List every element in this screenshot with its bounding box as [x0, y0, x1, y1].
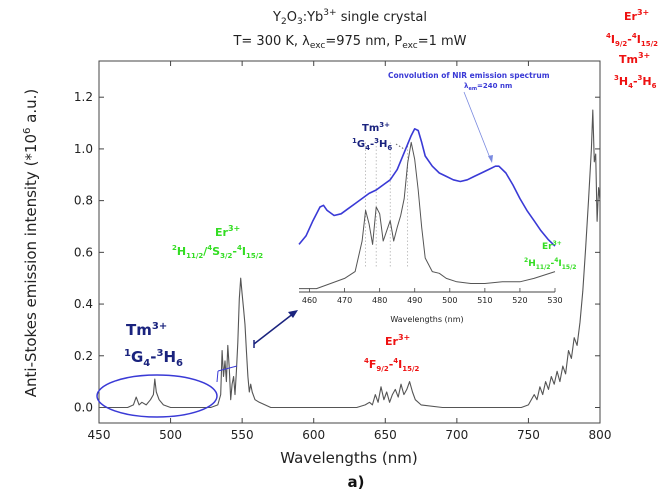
tm-nir-transition-label: 3H4-3H6: [614, 74, 657, 90]
inset-series-group: [298, 128, 556, 290]
y-tick-label: 0.2: [74, 349, 93, 363]
inset-tm-emission-line: [299, 141, 556, 290]
ellipse-connector: [216, 370, 219, 383]
er-nir-ion-label: Er3+: [624, 8, 649, 23]
chart-title-line1: Y2O3:Yb3+ single crystal: [272, 8, 427, 27]
y-tick-label: 0.8: [74, 194, 93, 208]
inset-arrow-head: [288, 310, 298, 318]
x-tick-label: 600: [302, 428, 325, 442]
inset-tm-pointer: [395, 143, 405, 150]
inset-convolution-arrowhead: [488, 155, 493, 163]
panel-label: a): [348, 473, 365, 491]
y-tick-label: 0.0: [74, 400, 93, 414]
inset-x-tick-label: 460: [302, 296, 317, 305]
inset-convolution-sub: λem=240 nm: [464, 82, 512, 92]
axis-ticks: 450 500 550 600 650 700 750 800 0.0 0.2 0.4 0.6 0.8 1…: [74, 61, 612, 442]
y-tick-label: 0.6: [74, 245, 93, 259]
er-nir-transition-label: 4I9/2-4I15/2: [606, 32, 658, 48]
inset-tm-transition: 1G4-3H6: [352, 137, 392, 152]
er-green-transition-label: 2H11/2/4S3/2-4I15/2: [172, 244, 263, 260]
y-tick-label: 1.0: [74, 142, 93, 156]
x-tick-label: 750: [517, 428, 540, 442]
inset-x-tick-label: 500: [442, 296, 457, 305]
x-tick-label: 500: [159, 428, 182, 442]
inset-x-tick-label: 510: [477, 296, 492, 305]
tm-nir-ion-label: Tm3+: [619, 51, 650, 66]
inset-x-label: Wavelengths (nm): [390, 315, 463, 324]
y-tick-label: 0.4: [74, 297, 93, 311]
inset-x-tick-label: 470: [337, 296, 352, 305]
er-green-ion-label: Er3+: [215, 224, 240, 239]
inset-convolution-title: Convolution of NIR emission spectrum: [388, 71, 550, 80]
main-series-line: [99, 109, 601, 409]
er-red-transition-label: 4F9/2-4I15/2: [364, 357, 420, 373]
inset-er-ion: Er3+: [542, 240, 562, 252]
inset-x-tick-label: 530: [547, 296, 562, 305]
inset-ticks: 460 470 480 490 500 510 520 530: [302, 142, 563, 305]
ellipse-pointer: [217, 365, 238, 372]
inset-x-tick-label: 490: [407, 296, 422, 305]
plot-frame: [98, 60, 601, 424]
x-tick-label: 550: [231, 428, 254, 442]
x-axis-label: Wavelengths (nm): [280, 449, 417, 467]
x-tick-label: 650: [374, 428, 397, 442]
tm-ion-label: Tm3+: [126, 321, 167, 339]
x-tick-label: 450: [88, 428, 111, 442]
er-red-ion-label: Er3+: [385, 333, 410, 348]
tm-transition-label: 1G4-3H6: [124, 348, 183, 369]
x-tick-label: 700: [445, 428, 468, 442]
y-tick-label: 1.2: [74, 90, 93, 104]
inset-convolution-line: [298, 128, 556, 247]
x-tick-label: 800: [589, 428, 612, 442]
main-series-group: [99, 109, 601, 409]
inset-er-transition: 2H11/2-4I15/2: [524, 257, 576, 271]
chart-title-line2: T= 300 K, λexc=975 nm, Pexc=1 mW: [232, 34, 466, 51]
inset-x-tick-label: 520: [512, 296, 527, 305]
y-axis-label: Anti-Stokes emission intensity (*106 a.u…: [22, 89, 40, 398]
inset-background: [299, 122, 555, 294]
inset-convolution-pointer: [463, 91, 491, 159]
inset-x-tick-label: 480: [372, 296, 387, 305]
inset-arrow-line: [253, 312, 295, 345]
tm-region-ellipse: [96, 374, 218, 418]
